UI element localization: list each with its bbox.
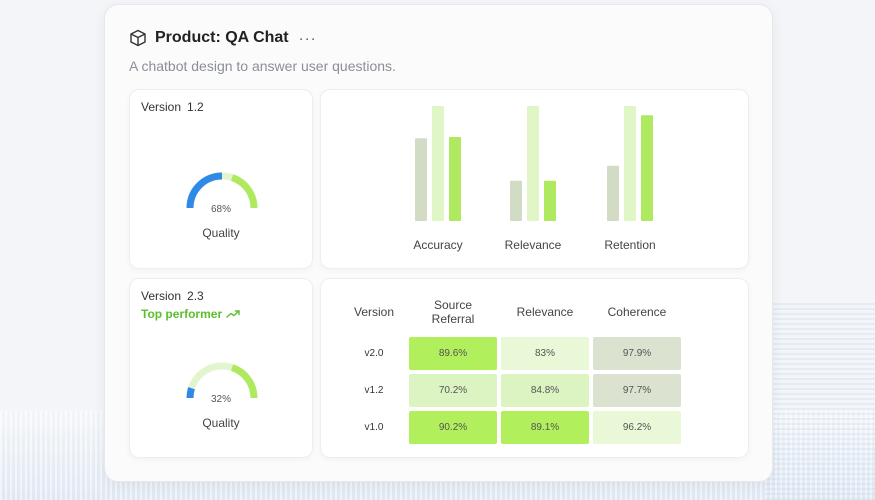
version-heading: Version 1.2: [141, 100, 204, 114]
header-relevance: Relevance: [516, 305, 574, 319]
trending-up-icon: [226, 310, 240, 318]
gauge-percent: 68%: [210, 204, 231, 215]
version-label: Version: [141, 100, 182, 114]
cell-source-referral: 90.2%: [409, 411, 497, 444]
cell-source-referral: 70.2%: [409, 374, 497, 407]
gauge-label: Quality: [202, 416, 240, 430]
metrics-table: Version Source Referral Relevance Coheren…: [339, 287, 685, 448]
more-options-button[interactable]: ···: [298, 29, 317, 47]
header-source-referral: Source Referral: [431, 298, 475, 326]
version-card-1-2[interactable]: Version 1.2 68% Quality: [129, 89, 313, 269]
gauge-label: Quality: [202, 226, 240, 240]
bar-accuracy-series-3: [449, 137, 461, 221]
bar-relevance-series-1: [510, 180, 522, 221]
background-stripes-right: [765, 300, 875, 500]
bar-accuracy-series-2: [432, 106, 444, 221]
cell-coherence: 96.2%: [593, 411, 681, 444]
bar-label-relevance: Relevance: [504, 238, 562, 252]
product-card: Product: QA Chat ··· A chatbot design to…: [104, 4, 773, 482]
gauge-green-segment: [230, 364, 258, 399]
gauge-green-segment: [230, 174, 258, 209]
bar-relevance-series-2: [527, 106, 539, 221]
table-header-row: Version Source Referral Relevance Coheren…: [343, 291, 681, 333]
cell-relevance: 89.1%: [501, 411, 589, 444]
bar-retention-series-1: [607, 165, 619, 221]
gauge-blue-segment: [186, 387, 195, 399]
row-version: v1.2: [364, 385, 384, 396]
header-coherence: Coherence: [607, 305, 667, 319]
header-version: Version: [353, 305, 395, 319]
table-row: v1.0 90.2% 89.1% 96.2%: [343, 411, 681, 444]
row-version: v2.0: [364, 348, 384, 359]
gauge-blue-segment: [186, 172, 223, 209]
table-row: v1.2 70.2% 84.8% 97.7%: [343, 374, 681, 407]
cell-coherence: 97.7%: [593, 374, 681, 407]
quality-gauge: [186, 172, 258, 209]
metrics-bar-chart: Accuracy Relevance Retention: [320, 89, 749, 269]
top-performer-label: Top performer: [141, 307, 223, 321]
cell-coherence: 97.9%: [593, 337, 681, 370]
version-label: Version: [141, 289, 182, 303]
cell-source-referral: 89.6%: [409, 337, 497, 370]
version-number: 1.2: [187, 100, 204, 114]
page-subtitle: A chatbot design to answer user question…: [129, 58, 396, 74]
cell-relevance: 84.8%: [501, 374, 589, 407]
cube-icon: [130, 29, 146, 47]
card-header: Product: QA Chat ···: [129, 29, 317, 47]
gauge-percent: 32%: [210, 394, 231, 405]
bar-chart-svg: [415, 106, 653, 221]
top-performer-badge: Top performer: [141, 307, 240, 321]
row-version: v1.0: [364, 422, 384, 433]
bar-retention-series-3: [641, 115, 653, 221]
bar-retention-series-2: [624, 106, 636, 221]
version-card-2-3[interactable]: Version 2.3 Top performer 32% Quality: [129, 278, 313, 458]
bar-accuracy-series-1: [415, 138, 427, 221]
quality-gauge: [186, 362, 258, 399]
cell-relevance: 83%: [501, 337, 589, 370]
metrics-table-panel: Version Source Referral Relevance Coheren…: [320, 278, 749, 458]
bar-relevance-series-3: [544, 180, 556, 221]
table-row: v2.0 89.6% 83% 97.9%: [343, 337, 681, 370]
bar-label-accuracy: Accuracy: [413, 238, 463, 252]
version-number: 2.3: [187, 289, 204, 303]
bar-label-retention: Retention: [604, 238, 656, 252]
version-heading: Version 2.3: [141, 289, 204, 303]
page-title: Product: QA Chat: [155, 29, 289, 46]
